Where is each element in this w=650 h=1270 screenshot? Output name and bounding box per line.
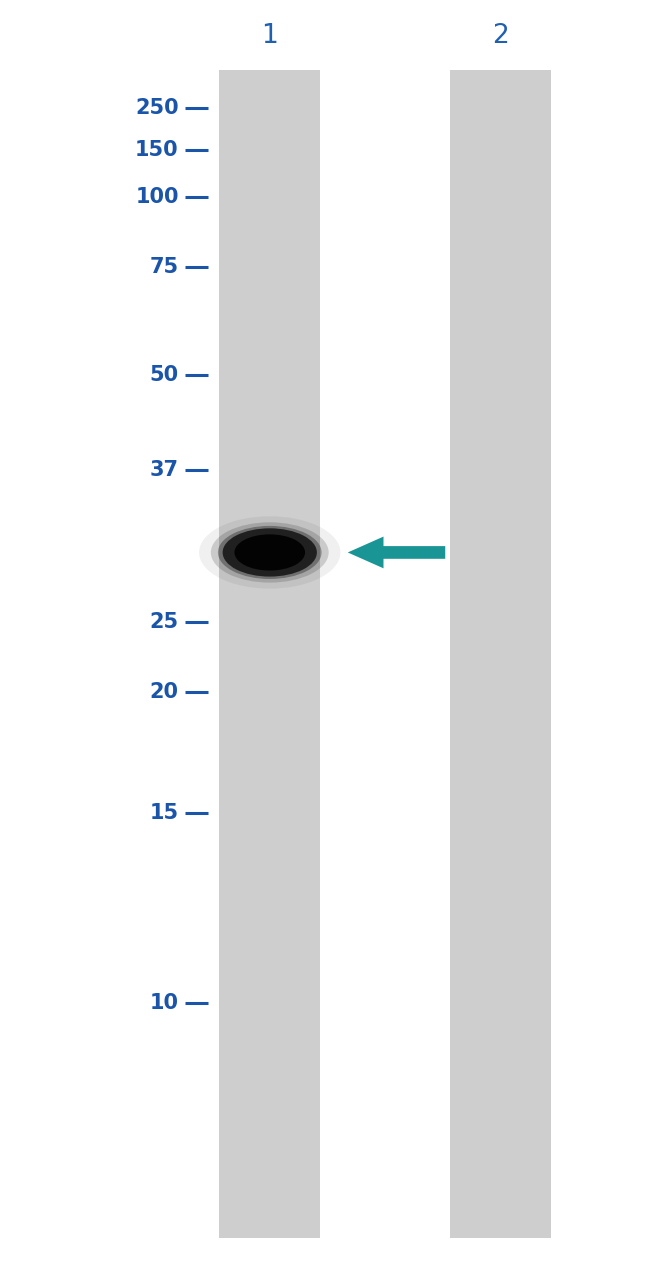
- Ellipse shape: [222, 528, 317, 577]
- Text: 37: 37: [150, 460, 179, 480]
- Text: 250: 250: [135, 98, 179, 118]
- Text: 75: 75: [150, 257, 179, 277]
- Ellipse shape: [211, 522, 329, 583]
- Ellipse shape: [235, 535, 305, 570]
- Bar: [450, 70, 551, 1238]
- Text: 15: 15: [150, 803, 179, 823]
- Ellipse shape: [199, 516, 341, 589]
- Text: 150: 150: [135, 140, 179, 160]
- Text: 1: 1: [261, 23, 278, 48]
- Bar: [219, 70, 320, 1238]
- FancyArrow shape: [348, 537, 445, 569]
- Text: 10: 10: [150, 993, 179, 1013]
- Text: 20: 20: [150, 682, 179, 702]
- Ellipse shape: [218, 526, 322, 579]
- Text: 2: 2: [492, 23, 509, 48]
- Text: 100: 100: [135, 187, 179, 207]
- Text: 25: 25: [150, 612, 179, 632]
- Text: 50: 50: [150, 364, 179, 385]
